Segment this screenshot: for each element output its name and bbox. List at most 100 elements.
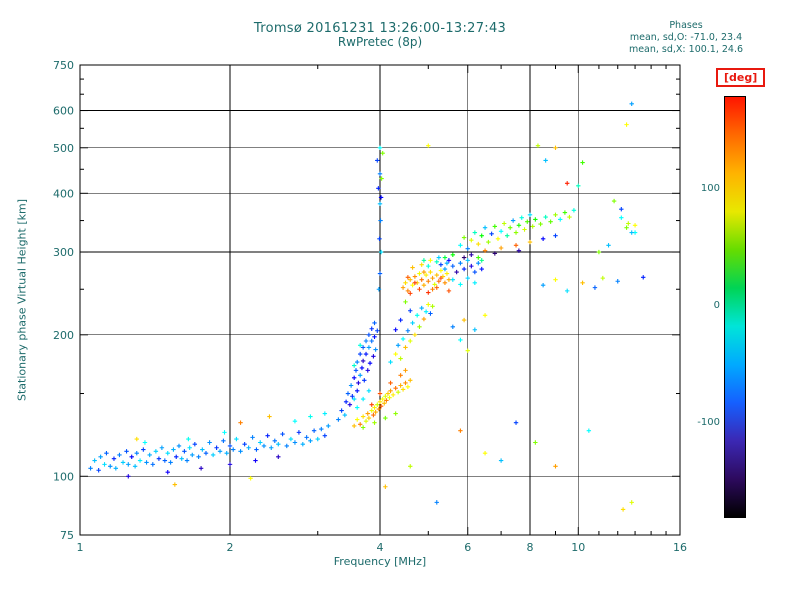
data-point: [366, 415, 372, 421]
data-point: [308, 438, 313, 443]
data-point: [372, 320, 377, 326]
data-point: [538, 221, 543, 227]
data-point: [438, 275, 444, 281]
data-point: [134, 450, 139, 456]
data-point: [461, 255, 467, 260]
y-tick-label: 300: [53, 246, 74, 259]
data-point: [267, 414, 272, 419]
data-point: [304, 435, 309, 440]
data-point: [292, 440, 298, 445]
data-point: [269, 445, 274, 450]
data-point: [450, 277, 456, 282]
data-point: [476, 261, 481, 266]
data-point: [465, 246, 470, 251]
data-point: [472, 269, 478, 275]
data-point: [458, 282, 463, 287]
data-point: [153, 449, 159, 454]
data-point: [357, 351, 363, 357]
data-point: [360, 414, 366, 419]
data-point: [371, 354, 376, 359]
data-point: [369, 408, 374, 413]
data-point: [461, 266, 467, 272]
data-point: [377, 236, 382, 242]
data-point: [227, 443, 233, 449]
data-point: [165, 470, 170, 475]
data-point: [102, 462, 107, 467]
data-point: [258, 440, 263, 445]
data-point: [345, 391, 351, 396]
data-point: [322, 411, 328, 416]
data-point: [348, 383, 354, 388]
data-point: [592, 285, 598, 290]
data-point: [442, 266, 448, 272]
data-point: [438, 268, 444, 273]
data-point: [482, 225, 488, 230]
data-point: [96, 468, 101, 473]
data-point: [417, 287, 422, 292]
data-point: [383, 415, 388, 421]
data-point: [373, 409, 378, 415]
data-point: [482, 450, 488, 456]
data-point: [284, 443, 289, 449]
data-point: [207, 440, 212, 445]
data-point: [513, 420, 519, 425]
data-point: [187, 445, 192, 450]
data-point: [400, 285, 406, 290]
data-point: [384, 398, 389, 403]
y-tick-label: 100: [53, 470, 74, 483]
data-point: [372, 420, 377, 425]
data-point: [357, 422, 363, 427]
data-point: [419, 277, 424, 282]
data-point: [489, 231, 494, 237]
data-point: [606, 243, 611, 248]
data-point: [360, 396, 366, 402]
data-point: [276, 442, 281, 447]
data-point: [446, 288, 452, 294]
y-axis-label: Stationary phase Virtual Height [km]: [15, 198, 29, 402]
phases-header: Phases: [669, 20, 703, 31]
data-point: [369, 338, 374, 344]
data-point: [543, 158, 548, 163]
data-point: [375, 158, 380, 163]
data-point: [398, 317, 403, 323]
data-point: [412, 332, 418, 337]
data-point: [405, 384, 411, 390]
data-point: [403, 280, 408, 286]
data-point: [222, 430, 227, 435]
data-point: [434, 500, 439, 505]
data-point: [162, 458, 168, 463]
data-point: [254, 447, 259, 452]
data-point: [210, 452, 216, 458]
data-point: [469, 252, 474, 257]
data-point: [179, 456, 184, 461]
data-point: [380, 396, 385, 402]
data-point: [111, 456, 117, 461]
data-point: [363, 338, 369, 344]
data-point: [280, 431, 285, 437]
data-point: [410, 265, 415, 270]
data-point: [479, 258, 484, 263]
data-point: [492, 251, 498, 256]
data-point: [360, 345, 366, 350]
x-tick-label: 2: [227, 541, 234, 554]
data-point: [382, 401, 387, 406]
data-point: [367, 361, 373, 366]
data-point: [492, 224, 498, 229]
data-point: [196, 454, 201, 460]
data-point: [377, 171, 383, 177]
data-point: [383, 394, 388, 399]
data-point: [450, 252, 456, 257]
data-point: [168, 460, 173, 465]
data-point: [137, 458, 143, 463]
data-point: [296, 430, 302, 435]
data-point: [120, 460, 126, 465]
data-point: [412, 274, 418, 279]
data-point: [430, 304, 435, 309]
data-point: [513, 230, 519, 235]
data-point: [611, 198, 617, 204]
data-point: [498, 245, 504, 251]
data-point: [476, 255, 481, 260]
y-tick-label: 400: [53, 187, 74, 200]
data-point: [553, 212, 558, 218]
